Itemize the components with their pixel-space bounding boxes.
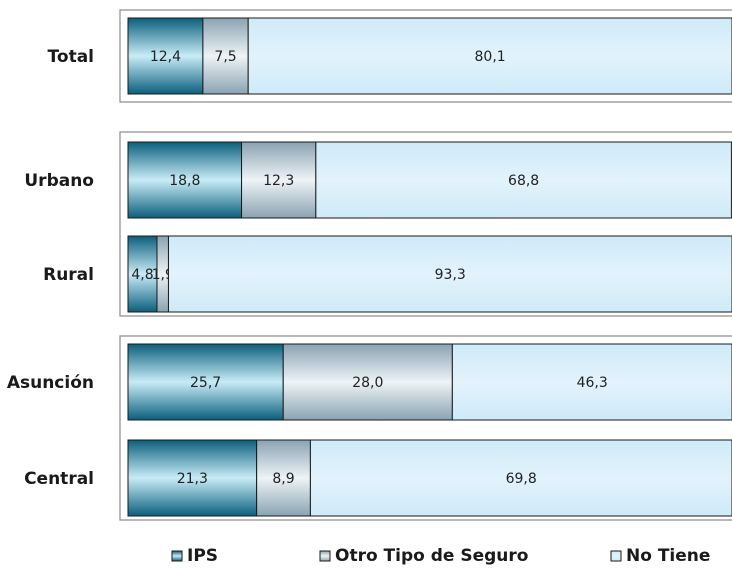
legend-swatch-ips: [171, 550, 183, 562]
legend: IPS Otro Tipo de Seguro No Tiene: [171, 546, 710, 566]
value-label-total-otro-tipo-de-seguro: 7,5: [214, 49, 236, 65]
value-label-central-otro-tipo-de-seguro: 8,9: [272, 471, 294, 487]
bar-asuncion-no-tiene: [451, 343, 732, 421]
value-label-asuncion-otro-tipo-de-seguro: 28,0: [352, 375, 383, 391]
bar-rural-no-tiene: [167, 235, 732, 313]
group-box-1: [119, 9, 732, 103]
category-label-total: Total: [48, 47, 94, 67]
category-label-central: Central: [24, 469, 94, 489]
legend-label-otro-tipo-de-seguro: Otro Tipo de Seguro: [335, 546, 528, 566]
value-label-urbano-no-tiene: 68,8: [508, 173, 539, 189]
category-labels: Total Urbano Rural Asunción Central: [7, 47, 94, 489]
value-label-total-no-tiene: 80,1: [475, 49, 506, 65]
bar-central-otro-tipo-de-seguro: [256, 439, 311, 517]
bar-urbano-otro-tipo-de-seguro: [241, 141, 317, 219]
bar-urbano-no-tiene: [315, 141, 732, 219]
legend-label-no-tiene: No Tiene: [626, 546, 710, 566]
group-box-3: [119, 335, 732, 521]
group-box-2: [119, 131, 732, 317]
bar-central-ips: [127, 439, 258, 517]
legend-swatch-otro-tipo-de-seguro: [319, 550, 331, 562]
value-label-rural-no-tiene: 93,3: [435, 267, 466, 283]
group-boxes: [119, 9, 732, 521]
value-label-urbano-otro-tipo-de-seguro: 12,3: [263, 173, 294, 189]
category-label-rural: Rural: [43, 265, 94, 285]
value-label-asuncion-no-tiene: 46,3: [577, 375, 608, 391]
legend-label-ips: IPS: [187, 546, 218, 566]
bar-total-no-tiene: [247, 17, 732, 95]
bars: 12,4 7,5 80,118,8 12,3 68,84,81,9 93,325,7 28,…: [127, 17, 732, 517]
bar-total-otro-tipo-de-seguro: [202, 17, 249, 95]
value-label-central-ips: 21,3: [177, 471, 208, 487]
value-label-central-no-tiene: 69,8: [506, 471, 537, 487]
value-label-asuncion-ips: 25,7: [190, 375, 221, 391]
bar-central-no-tiene: [309, 439, 732, 517]
bar-asuncion-ips: [127, 343, 284, 421]
bar-asuncion-otro-tipo-de-seguro: [282, 343, 453, 421]
category-label-asuncion: Asunción: [7, 373, 94, 393]
bar-total-ips: [127, 17, 204, 95]
value-label-urbano-ips: 18,8: [169, 173, 200, 189]
value-label-total-ips: 12,4: [150, 49, 181, 65]
category-label-urbano: Urbano: [24, 171, 94, 191]
value-label-rural-ips: 4,8: [131, 267, 153, 283]
bar-urbano-ips: [127, 141, 243, 219]
legend-swatch-no-tiene: [610, 550, 622, 562]
